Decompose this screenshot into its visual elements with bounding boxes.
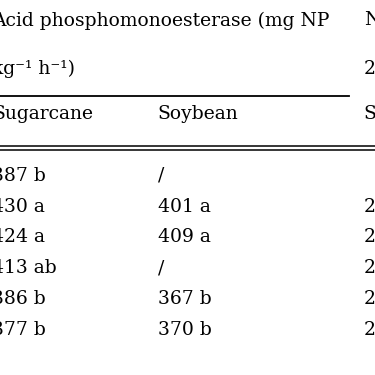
Text: 2: 2 [364,290,375,308]
Text: 430 a: 430 a [0,198,45,216]
Text: /: / [158,167,164,185]
Text: 2: 2 [364,60,375,78]
Text: 2: 2 [364,321,375,339]
Text: Soybean: Soybean [158,105,238,123]
Text: Acid phosphomonoesterase (mg NP: Acid phosphomonoesterase (mg NP [0,11,330,30]
Text: 409 a: 409 a [158,228,210,246]
Text: 377 b: 377 b [0,321,46,339]
Text: kg⁻¹ h⁻¹): kg⁻¹ h⁻¹) [0,60,75,78]
Text: S: S [364,105,375,123]
Text: 413 ab: 413 ab [0,259,57,277]
Text: 370 b: 370 b [158,321,212,339]
Text: N: N [364,11,375,29]
Text: 2: 2 [364,198,375,216]
Text: 424 a: 424 a [0,228,45,246]
Text: 2: 2 [364,228,375,246]
Text: Sugarcane: Sugarcane [0,105,93,123]
Text: 386 b: 386 b [0,290,46,308]
Text: 401 a: 401 a [158,198,210,216]
Text: 367 b: 367 b [158,290,211,308]
Text: 2: 2 [364,259,375,277]
Text: 387 b: 387 b [0,167,46,185]
Text: /: / [158,259,164,277]
